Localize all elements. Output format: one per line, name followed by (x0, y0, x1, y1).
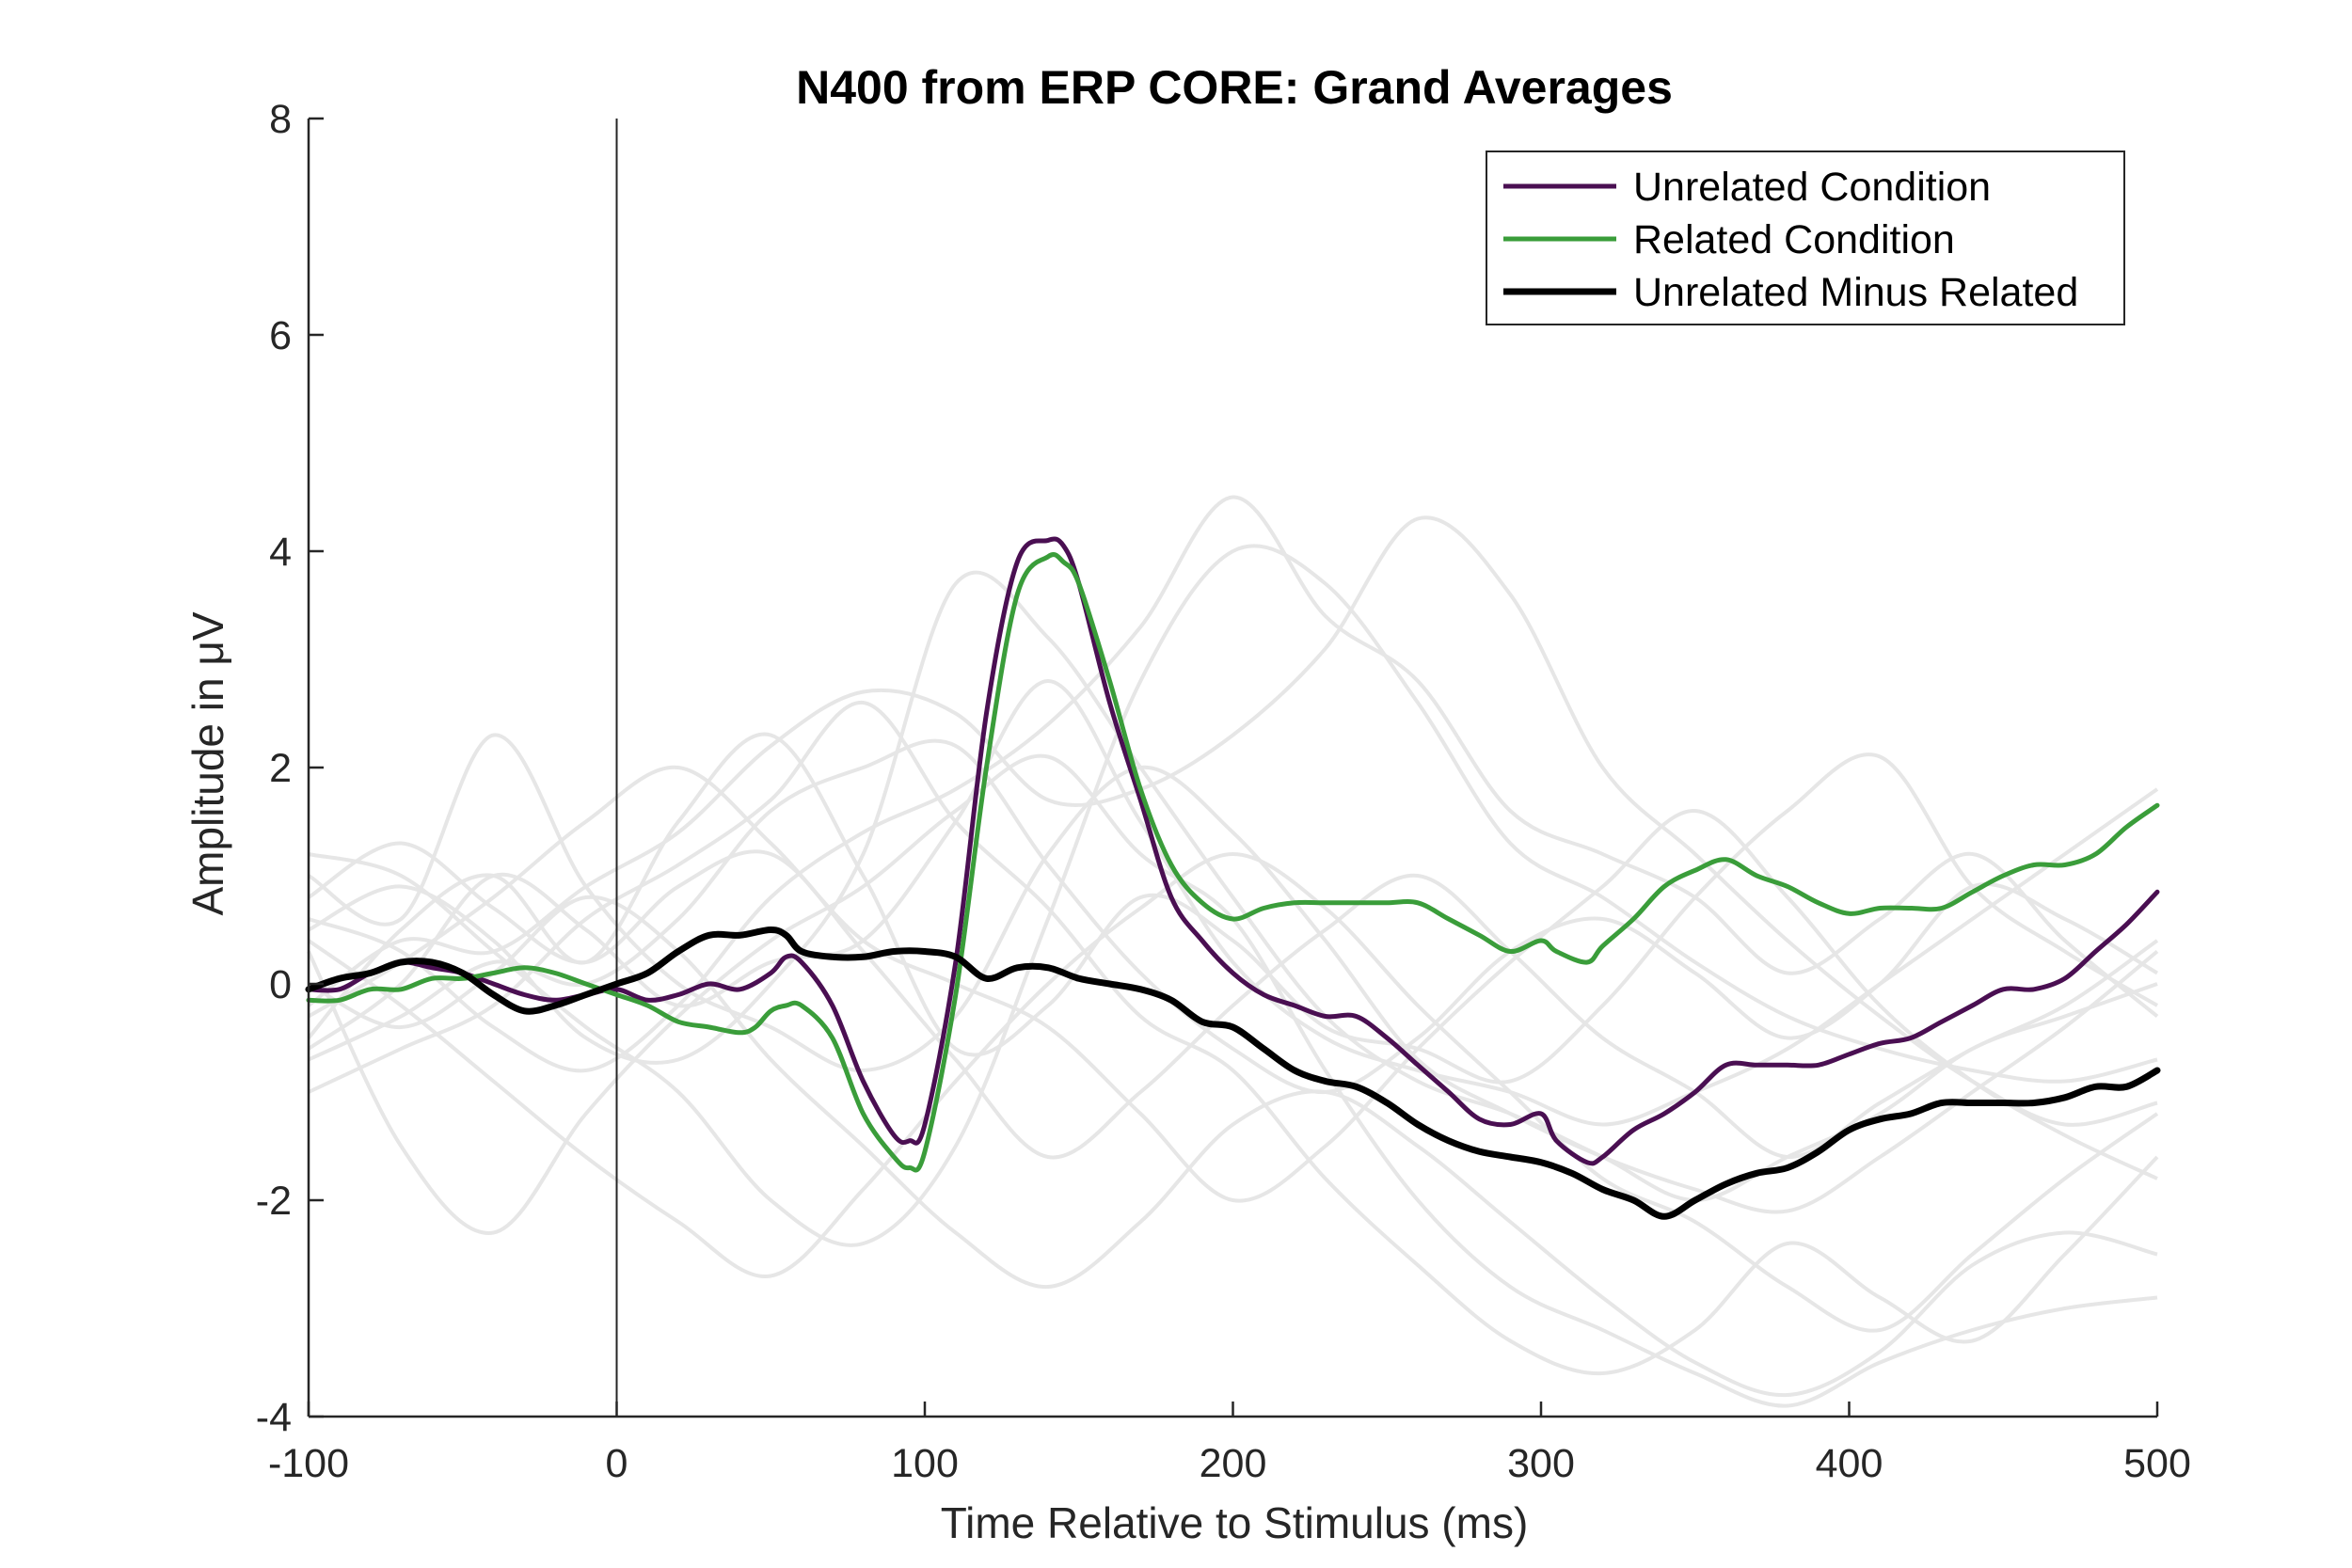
y-tick-label: 0 (269, 962, 292, 1007)
y-tick-label: 4 (269, 530, 292, 575)
chart-title: N400 from ERP CORE: Grand Averages (796, 61, 1673, 114)
x-tick-label: 500 (2123, 1441, 2191, 1486)
legend-entries: Unrelated Condition Related Condition Unre… (1503, 165, 2078, 315)
grand-average-traces (305, 536, 2161, 1220)
x-axis-ticks: -100 0 100 200 300 400 500 (268, 1402, 2191, 1486)
y-tick-label: 8 (269, 97, 292, 142)
subject-trace-10 (308, 895, 2158, 1398)
subject-trace-7 (307, 515, 2158, 1127)
subject-trace-9 (308, 700, 2159, 1376)
legend: Unrelated Condition Related Condition Unre… (1486, 150, 2125, 325)
y-tick-label: 2 (269, 746, 292, 791)
subject-trace-4 (307, 732, 2159, 1085)
y-tick-label: 6 (269, 313, 292, 358)
legend-label-2: Related Condition (1633, 217, 1955, 262)
subject-trace-12 (307, 765, 2158, 1203)
legend-label-1: Unrelated Condition (1633, 165, 1991, 210)
x-tick-label: 0 (606, 1441, 628, 1486)
x-tick-label: 300 (1507, 1441, 1575, 1486)
series-line-1 (306, 536, 2160, 1166)
y-tick-label: -2 (256, 1179, 292, 1224)
subject-trace-8 (308, 495, 2159, 1073)
subject-trace-3 (307, 753, 2158, 1408)
legend-label-3: Unrelated Minus Related (1633, 270, 2078, 315)
x-tick-label: 400 (1816, 1441, 1883, 1486)
x-tick-label: 100 (891, 1441, 959, 1486)
subject-trace-6 (308, 544, 2158, 1247)
x-axis-title: Time Relative to Stimulus (ms) (941, 1498, 1529, 1547)
y-axis-ticks: -4 -2 0 2 4 6 8 (256, 97, 324, 1440)
y-axis-title: Amplitude in μV (183, 611, 232, 915)
series-line-3 (305, 927, 2161, 1220)
subject-trace-1 (307, 679, 2159, 1127)
subject-trace-13 (307, 852, 2159, 1333)
x-tick-label: 200 (1200, 1441, 1267, 1486)
x-tick-label: -100 (268, 1441, 349, 1486)
y-tick-label: -4 (256, 1395, 292, 1440)
series-line-2 (306, 552, 2160, 1173)
subject-trace-14 (308, 738, 2159, 1095)
subject-trace-2 (307, 733, 2159, 1214)
